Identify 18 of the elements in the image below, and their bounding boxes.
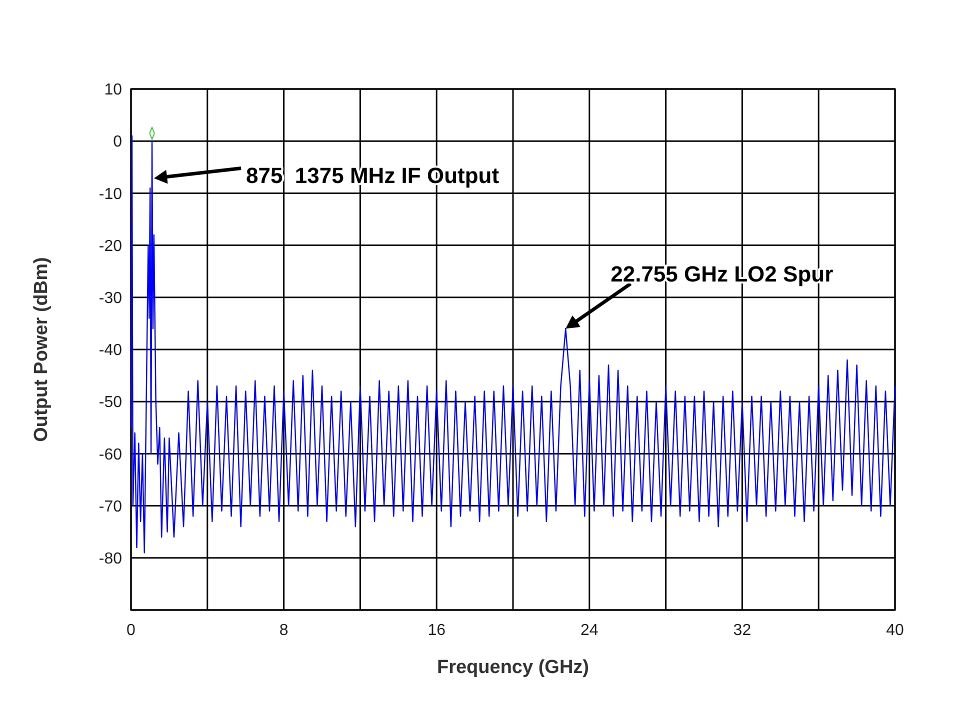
y-tick-label: -10 [98, 186, 122, 203]
y-tick-label: -30 [98, 290, 122, 307]
y-tick-label: -60 [98, 446, 122, 464]
y-tick-label: -20 [98, 238, 122, 255]
y-tick-label: -70 [98, 498, 122, 516]
x-tick-label: 0 [126, 622, 136, 639]
x-tick-label: 40 [886, 622, 904, 639]
x-tick-label: 16 [428, 622, 446, 639]
y-tick-label: -80 [98, 550, 122, 568]
x-tick-label: 24 [580, 622, 598, 639]
y-tick-label: -50 [98, 394, 122, 412]
x-tick-label: 32 [733, 622, 752, 639]
x-axis-title: Frequency (GHz) [436, 657, 590, 678]
y-tick-label: 10 [104, 82, 122, 99]
y-axis-title: Output Power (dBm) [31, 257, 52, 442]
y-tick-label: 0 [113, 134, 122, 151]
x-tick-label: 8 [279, 622, 288, 639]
y-tick-label: -40 [98, 342, 122, 360]
